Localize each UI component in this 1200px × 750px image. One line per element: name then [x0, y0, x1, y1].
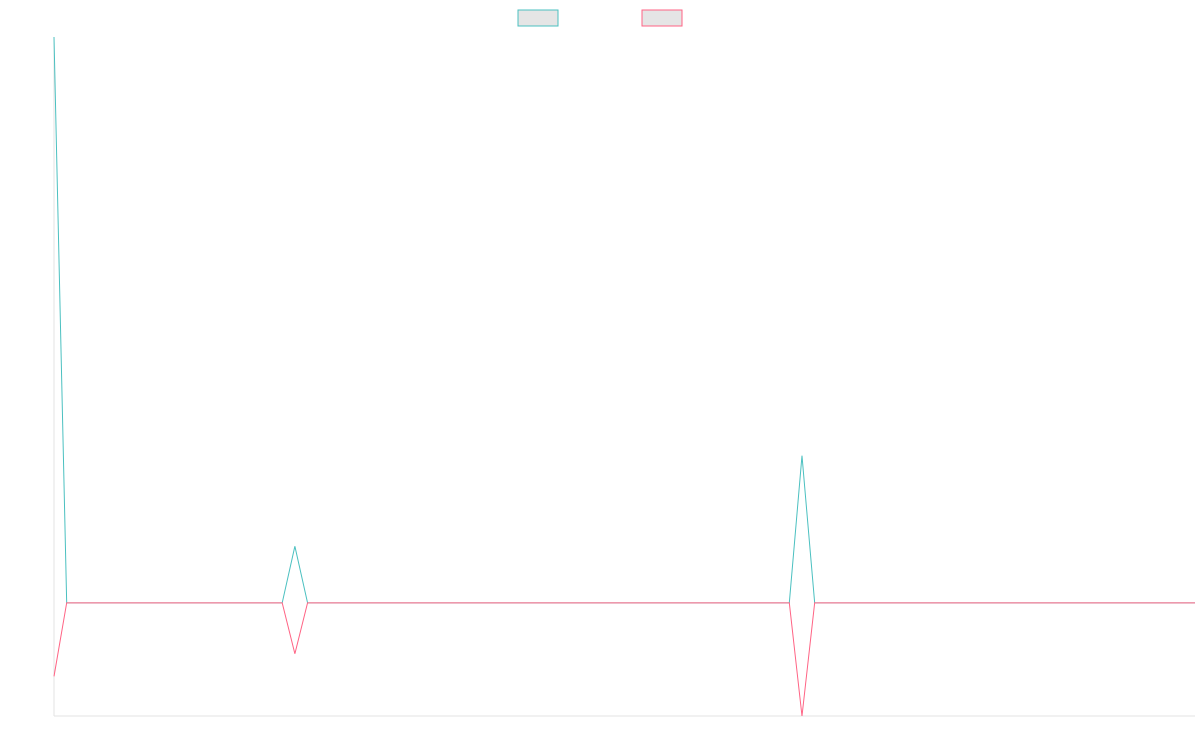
- series-line-2: [53, 602, 1195, 717]
- legend-swatch-1[interactable]: [517, 9, 559, 27]
- series-line-1: [53, 36, 1195, 604]
- legend-swatch-2[interactable]: [641, 9, 683, 27]
- legend: [517, 9, 683, 27]
- axes: [53, 37, 1195, 717]
- plot-area: [53, 36, 1195, 717]
